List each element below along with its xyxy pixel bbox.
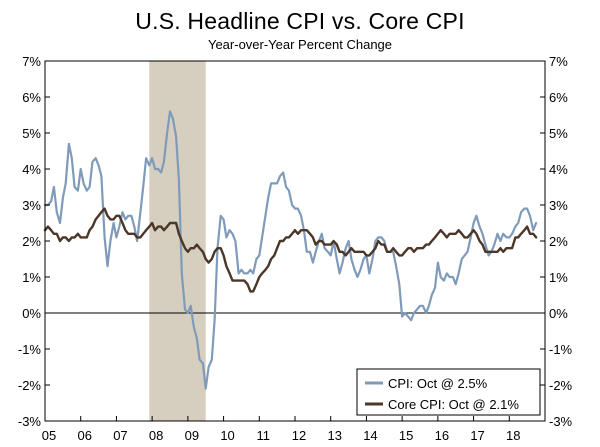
y-tick-label-right: 5% [549,126,568,141]
x-tick-label: 17 [470,428,484,443]
y-tick-label-right: -2% [549,378,573,393]
y-tick-label-right: 2% [549,234,568,249]
y-tick-label-left: -2% [18,378,42,393]
legend-label-core-cpi: Core CPI: Oct @ 2.1% [388,397,519,412]
y-tick-label-right: 0% [549,306,568,321]
x-tick-label: 07 [113,428,127,443]
chart-title: U.S. Headline CPI vs. Core CPI [135,8,465,34]
x-tick-label: 18 [506,428,520,443]
x-tick-label: 11 [257,428,271,443]
y-tick-label-left: 2% [22,234,41,249]
x-tick-label: 13 [327,428,341,443]
y-tick-label-left: -3% [18,414,42,429]
chart-subtitle: Year-over-Year Percent Change [207,37,393,52]
x-tick-label: 16 [435,428,449,443]
y-tick-label-left: -1% [18,342,42,357]
x-tick-label: 05 [42,428,56,443]
x-tick-label: 06 [77,428,91,443]
x-tick-label: 15 [399,428,413,443]
y-tick-label-left: 6% [22,90,41,105]
x-tick-label: 14 [363,428,377,443]
core-cpi-line [43,207,538,293]
y-tick-label-left: 0% [22,306,41,321]
x-tick-label: 10 [220,428,234,443]
y-tick-label-right: 3% [549,198,568,213]
y-tick-label-right: 1% [549,270,568,285]
y-tick-label-right: 4% [549,162,568,177]
y-tick-label-right: -3% [549,414,573,429]
recession-band [149,61,206,421]
legend-box [356,368,541,416]
y-tick-label-left: 4% [22,162,41,177]
y-tick-label-left: 5% [22,126,41,141]
y-tick-label-right: -1% [549,342,573,357]
y-tick-label-right: 6% [549,90,568,105]
x-tick-label: 08 [149,428,163,443]
cpi-line [43,110,538,390]
y-tick-label-left: 1% [22,270,41,285]
y-tick-label-left: 3% [22,198,41,213]
legend-label-cpi: CPI: Oct @ 2.5% [388,376,488,391]
x-tick-label: 09 [185,428,199,443]
y-tick-label-right: 7% [549,54,568,69]
x-tick-label: 12 [292,428,306,443]
y-tick-label-left: 7% [22,54,41,69]
